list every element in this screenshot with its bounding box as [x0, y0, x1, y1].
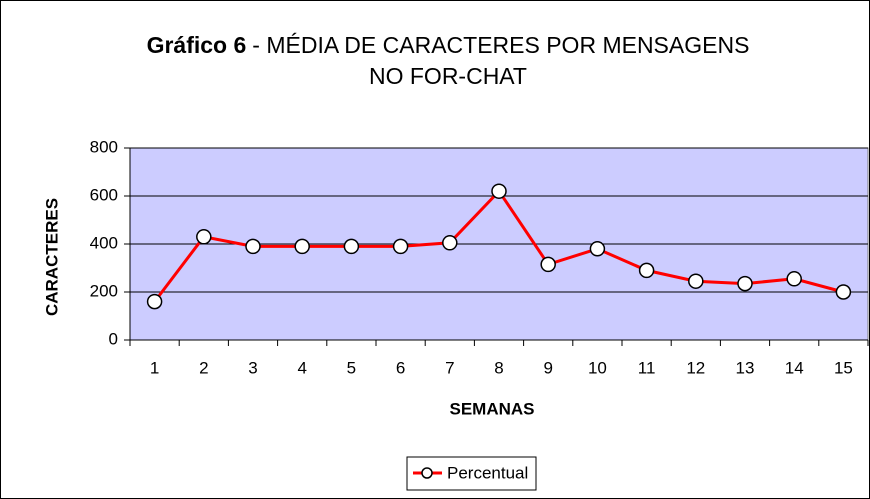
x-tick-label: 7 — [445, 358, 454, 377]
x-tick-label: 11 — [638, 358, 656, 377]
point — [540, 256, 556, 273]
x-tick-label: 4 — [297, 358, 306, 377]
x-tick-label: 14 — [785, 358, 804, 377]
point — [638, 262, 655, 279]
x-tick-label: 8 — [494, 358, 503, 377]
y-tick-label: 400 — [90, 233, 118, 252]
point — [737, 275, 753, 292]
x-tick-label: 2 — [199, 358, 208, 377]
point — [245, 238, 261, 255]
y-tick-label: 800 — [90, 137, 118, 156]
x-tick-label: 5 — [347, 358, 356, 377]
x-tick-label: 6 — [396, 358, 405, 377]
x-axis-label: SEMANAS — [449, 399, 534, 418]
y-tick-label: 0 — [109, 329, 118, 348]
y-axis-label: CARACTERES — [42, 198, 61, 316]
chart-title-line2: NO FOR-CHAT — [369, 63, 527, 89]
x-tick-label: 1 — [150, 358, 159, 377]
x-tick-label: 12 — [686, 358, 705, 377]
x-tick-label: 3 — [248, 358, 257, 377]
title-bold: Gráfico 6 — [147, 32, 247, 58]
point — [835, 284, 852, 300]
point — [688, 273, 704, 289]
legend: Percentual — [406, 456, 537, 491]
point — [294, 238, 310, 255]
x-tick-label: 10 — [588, 358, 607, 377]
legend-label: Percentual — [447, 463, 528, 482]
point — [786, 271, 802, 287]
y-tick-label: 200 — [90, 281, 118, 300]
x-tick-label: 13 — [736, 358, 755, 377]
point — [343, 238, 360, 255]
point — [491, 183, 507, 199]
point — [392, 238, 409, 255]
y-axis-label-clip: CARACTERES — [42, 198, 61, 316]
point — [442, 235, 458, 251]
x-tick-label: 15 — [834, 358, 853, 377]
chart-title: Gráfico 6- MÉDIA DE CARACTERES POR MENSA… — [147, 32, 750, 58]
x-tick-label: 9 — [543, 358, 552, 377]
legend-marker — [421, 467, 433, 479]
y-tick-label: 600 — [90, 185, 118, 204]
point — [146, 293, 163, 310]
point — [589, 241, 606, 257]
title-rest: - MÉDIA DE CARACTERES POR MENSAGENS — [252, 32, 749, 58]
point — [196, 229, 212, 245]
